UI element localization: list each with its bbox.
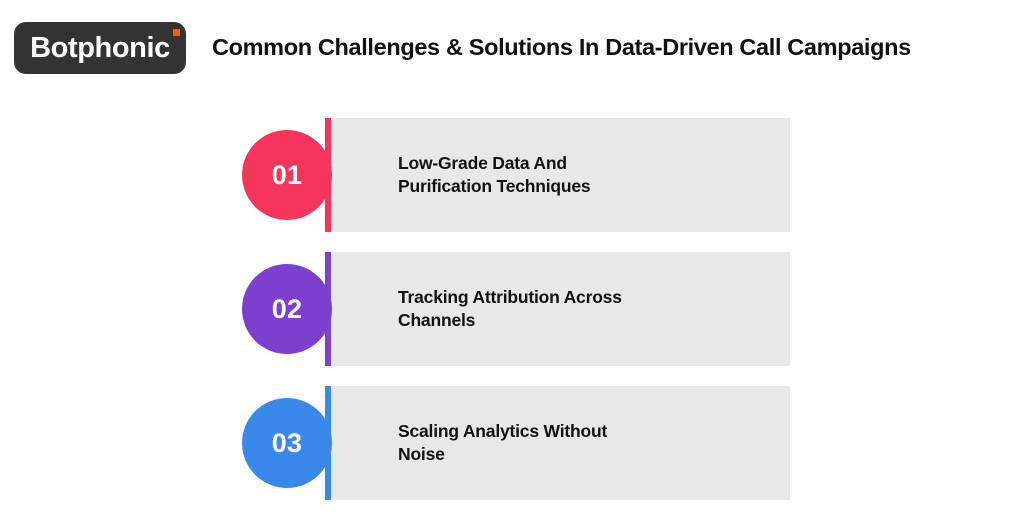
brand-logo-text: Botphonic (30, 31, 170, 64)
list-item: 03 Scaling Analytics Without Noise (0, 386, 1030, 500)
list-item-label: Scaling Analytics Without Noise (398, 420, 608, 464)
list-item-number: 03 (271, 427, 303, 458)
challenges-list: 01 Low-Grade Data And Purification Techn… (0, 118, 1030, 520)
list-item-panel (325, 386, 790, 500)
list-item-label: Tracking Attribution Across Channels (398, 286, 622, 330)
list-item-panel (325, 252, 790, 366)
list-item-label: Low-Grade Data And Purification Techniqu… (398, 152, 591, 196)
list-item: 01 Low-Grade Data And Purification Techn… (0, 118, 1030, 232)
list-item-number: 01 (271, 159, 303, 190)
header: Botphonic Common Challenges & Solutions … (0, 0, 1030, 96)
list-item: 02 Tracking Attribution Across Channels (0, 252, 1030, 366)
page-title: Common Challenges & Solutions In Data-Dr… (212, 34, 911, 61)
list-item-panel (325, 118, 790, 232)
orange-dot-over-i-icon (173, 29, 180, 36)
list-item-number-badge: 01 (242, 130, 332, 220)
list-item-number-badge: 03 (242, 398, 332, 488)
brand-logo: Botphonic (14, 22, 186, 74)
list-item-number: 02 (271, 293, 303, 324)
list-item-number-badge: 02 (242, 264, 332, 354)
